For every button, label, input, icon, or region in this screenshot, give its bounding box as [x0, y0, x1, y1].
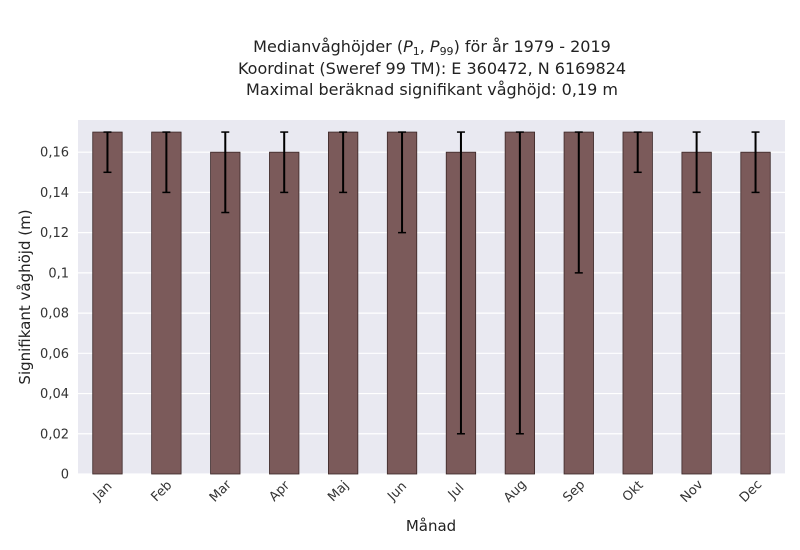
error-bar-sep	[574, 131, 583, 274]
y-tick-label: 0,06	[40, 347, 69, 362]
x-tick-label-mar: Mar	[207, 477, 235, 505]
x-axis-label: Månad	[406, 517, 456, 535]
error-bar-dec	[751, 131, 760, 194]
y-tick-label: 0,14	[40, 186, 69, 201]
bar-jan	[92, 131, 123, 475]
error-bar-nov	[692, 131, 701, 194]
y-tick-label: 0,16	[40, 146, 69, 161]
x-tick-label-jun: Jun	[384, 479, 410, 505]
y-tick-label: 0,08	[40, 307, 69, 322]
error-bar-okt	[633, 131, 642, 174]
x-tick-label-maj: Maj	[325, 478, 352, 505]
bar-okt	[622, 131, 653, 475]
error-bar-aug	[515, 131, 524, 435]
bar-dec	[740, 151, 771, 475]
y-tick-label: 0	[61, 468, 69, 483]
x-tick-label-jan: Jan	[90, 479, 115, 504]
y-tick-label: 0,12	[40, 226, 69, 241]
x-tick-label-sep: Sep	[560, 478, 588, 506]
error-bars	[103, 131, 760, 435]
y-axis-label: Signifikant våghöjd (m)	[16, 209, 34, 384]
x-axis-ticks: Jan Feb Mar Apr Maj Jun Jul Aug Sep Okt Nov Dec	[90, 477, 765, 506]
chart-subtitle-max-height: Maximal beräknad signifikant våghöjd: 0,…	[246, 80, 618, 99]
plot-area	[78, 120, 785, 474]
grid-lines	[78, 151, 785, 475]
error-bar-feb	[162, 131, 171, 194]
error-bar-jan	[103, 131, 112, 174]
y-tick-label: 0,1	[48, 266, 69, 281]
y-tick-label: 0,04	[40, 387, 69, 402]
x-tick-label-feb: Feb	[148, 478, 175, 505]
y-axis-ticks: 0 0,02 0,04 0,06 0,08 0,1 0,12 0,14 0,16	[40, 146, 69, 483]
error-bar-jun	[398, 131, 407, 234]
x-tick-label-nov: Nov	[678, 477, 707, 506]
bar-nov	[681, 151, 712, 475]
y-tick-label: 0,02	[40, 427, 69, 442]
chart-title-group: Medianvåghöjder (P1, P99) för år 1979 - …	[238, 37, 626, 99]
bar-apr	[269, 151, 300, 475]
x-tick-label-okt: Okt	[620, 478, 647, 505]
x-tick-label-jul: Jul	[445, 481, 467, 503]
x-tick-label-aug: Aug	[501, 477, 530, 506]
error-bar-apr	[280, 131, 289, 194]
error-bar-mar	[221, 131, 230, 214]
chart-title: Medianvåghöjder (P1, P99) för år 1979 - …	[253, 37, 611, 58]
chart-subtitle-coordinates: Koordinat (Sweref 99 TM): E 360472, N 61…	[238, 59, 626, 78]
x-tick-label-dec: Dec	[737, 477, 765, 505]
x-tick-label-apr: Apr	[266, 478, 293, 505]
error-bar-maj	[339, 131, 348, 194]
error-bar-jul	[456, 131, 465, 435]
